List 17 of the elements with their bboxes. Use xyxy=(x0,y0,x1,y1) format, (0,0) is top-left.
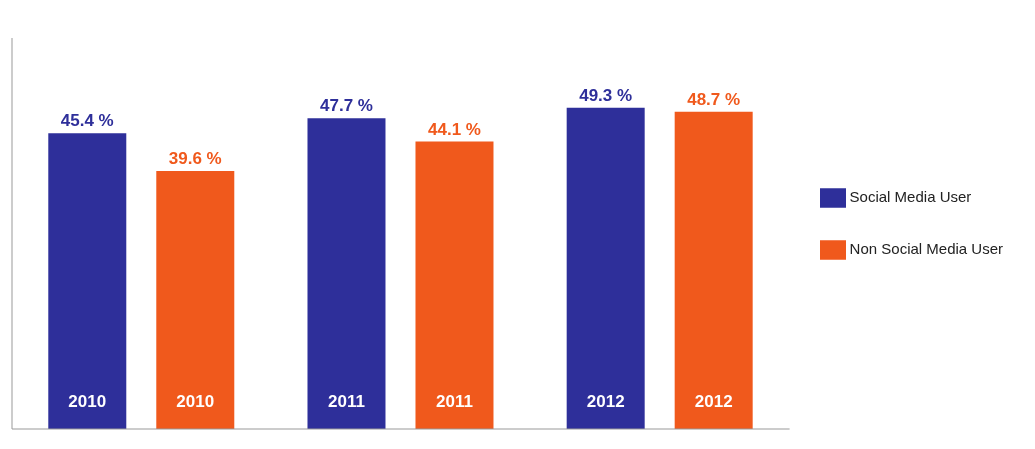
legend-label: Non Social Media User xyxy=(849,240,1003,257)
bar xyxy=(415,141,494,429)
bar xyxy=(674,111,753,429)
data-label: 44.1 % xyxy=(428,119,481,139)
x-tick-label: 2010 xyxy=(68,392,107,411)
bar xyxy=(156,170,235,429)
bar xyxy=(307,118,386,429)
bar xyxy=(566,107,645,429)
x-tick-label: 2012 xyxy=(586,392,625,411)
data-label: 48.7 % xyxy=(687,89,741,109)
legend-label: Social Media User xyxy=(849,188,972,205)
data-label: 47.7 % xyxy=(320,96,373,116)
bar xyxy=(48,133,127,429)
data-label: 49.3 % xyxy=(579,85,633,105)
data-label: 39.6 % xyxy=(168,148,222,168)
x-tick-label: 2011 xyxy=(328,392,365,411)
data-label: 45.4 % xyxy=(60,111,114,131)
